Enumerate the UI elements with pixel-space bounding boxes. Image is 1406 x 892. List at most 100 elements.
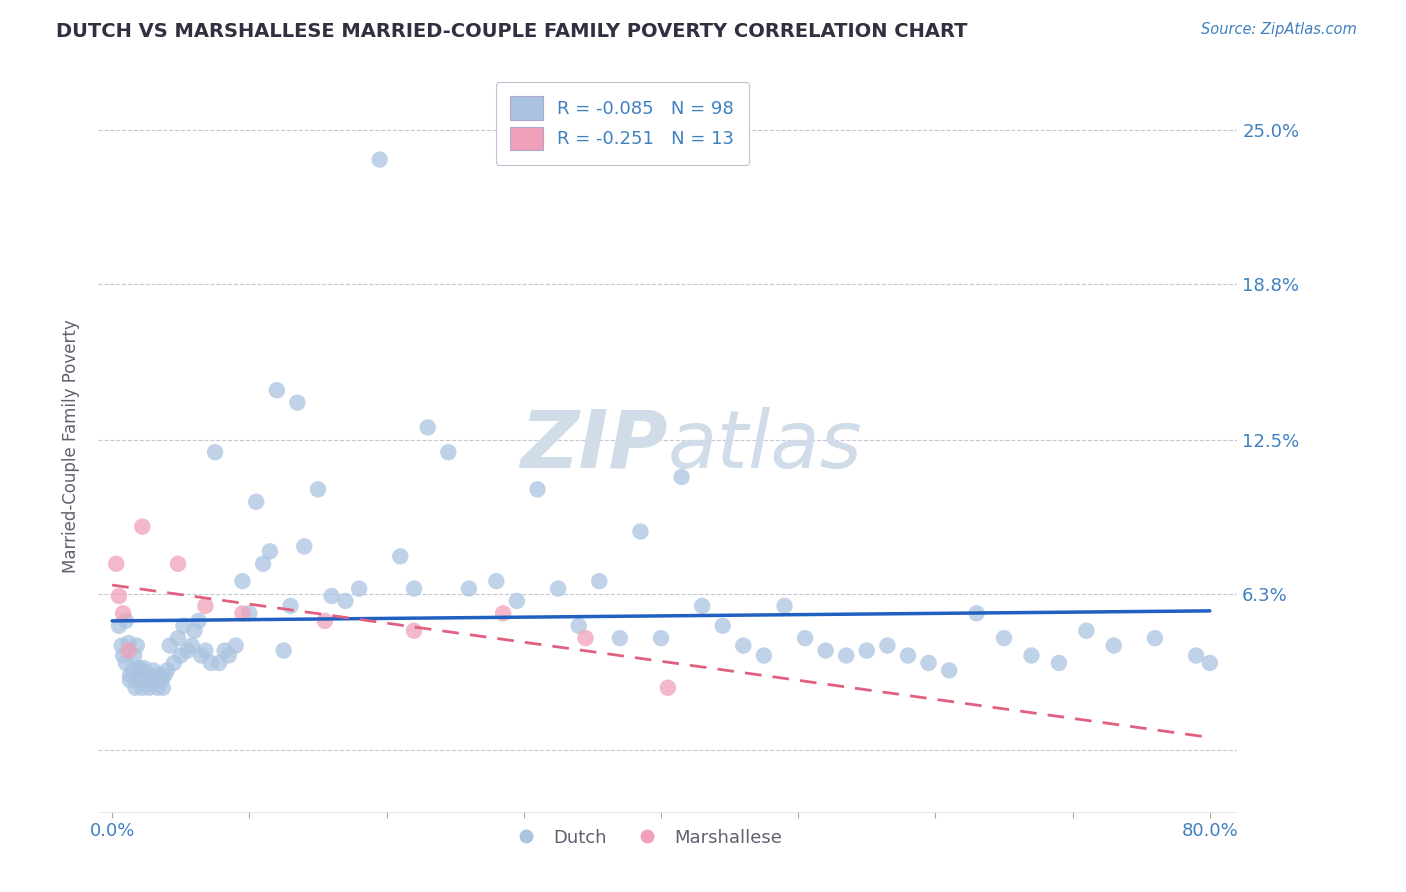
Point xyxy=(214,643,236,657)
Point xyxy=(966,607,988,621)
Point xyxy=(492,607,515,621)
Point xyxy=(105,557,128,571)
Point xyxy=(1076,624,1098,638)
Point xyxy=(180,639,202,653)
Point xyxy=(794,631,817,645)
Point xyxy=(115,614,138,628)
Point xyxy=(574,631,596,645)
Text: atlas: atlas xyxy=(668,407,863,485)
Point xyxy=(307,483,329,497)
Point xyxy=(118,673,141,688)
Point xyxy=(167,557,190,571)
Point xyxy=(167,631,190,645)
Point xyxy=(117,636,139,650)
Point xyxy=(124,681,146,695)
Point xyxy=(173,619,195,633)
Point xyxy=(814,643,837,657)
Point xyxy=(187,614,209,628)
Point xyxy=(856,643,879,657)
Point xyxy=(1102,639,1125,653)
Point xyxy=(1143,631,1166,645)
Point xyxy=(273,643,295,657)
Point xyxy=(238,607,260,621)
Point xyxy=(938,664,960,678)
Point xyxy=(112,607,135,621)
Point xyxy=(108,619,131,633)
Point xyxy=(153,668,176,682)
Point xyxy=(547,582,569,596)
Point xyxy=(118,668,141,682)
Point xyxy=(773,599,796,613)
Point xyxy=(131,681,153,695)
Point xyxy=(835,648,858,663)
Point xyxy=(287,395,309,409)
Point xyxy=(280,599,302,613)
Point xyxy=(1047,656,1070,670)
Point xyxy=(485,574,508,588)
Point xyxy=(506,594,529,608)
Point xyxy=(347,582,370,596)
Point xyxy=(917,656,939,670)
Point xyxy=(321,589,343,603)
Point xyxy=(145,673,167,688)
Point xyxy=(127,661,149,675)
Point xyxy=(1021,648,1043,663)
Point xyxy=(121,664,143,678)
Point xyxy=(176,643,198,657)
Point xyxy=(690,599,713,613)
Point xyxy=(1185,648,1208,663)
Point xyxy=(733,639,755,653)
Point xyxy=(752,648,775,663)
Point xyxy=(112,648,135,663)
Point xyxy=(245,495,267,509)
Point xyxy=(159,639,181,653)
Point xyxy=(152,681,174,695)
Text: DUTCH VS MARSHALLESE MARRIED-COUPLE FAMILY POVERTY CORRELATION CHART: DUTCH VS MARSHALLESE MARRIED-COUPLE FAMI… xyxy=(56,22,967,41)
Point xyxy=(671,470,693,484)
Point xyxy=(115,656,138,670)
Point xyxy=(139,668,162,682)
Point xyxy=(292,540,315,554)
Point xyxy=(657,681,679,695)
Point xyxy=(368,153,391,167)
Point xyxy=(588,574,610,588)
Point xyxy=(194,599,217,613)
Point xyxy=(218,648,240,663)
Point xyxy=(609,631,631,645)
Point xyxy=(204,445,226,459)
Point xyxy=(117,643,139,657)
Point xyxy=(194,643,217,657)
Point xyxy=(163,656,186,670)
Point xyxy=(389,549,412,564)
Point xyxy=(416,420,439,434)
Point xyxy=(138,681,160,695)
Point xyxy=(132,661,155,675)
Point xyxy=(122,648,145,663)
Point xyxy=(208,656,231,670)
Point xyxy=(259,544,281,558)
Point xyxy=(148,668,170,682)
Point xyxy=(170,648,193,663)
Point xyxy=(314,614,336,628)
Point xyxy=(402,624,425,638)
Point xyxy=(135,668,157,682)
Point xyxy=(231,574,253,588)
Text: ZIP: ZIP xyxy=(520,407,668,485)
Text: Source: ZipAtlas.com: Source: ZipAtlas.com xyxy=(1201,22,1357,37)
Point xyxy=(108,589,131,603)
Point xyxy=(142,664,165,678)
Point xyxy=(131,519,153,533)
Y-axis label: Married-Couple Family Poverty: Married-Couple Family Poverty xyxy=(62,319,80,573)
Point xyxy=(200,656,222,670)
Point xyxy=(129,664,152,678)
Point xyxy=(628,524,651,539)
Point xyxy=(128,673,150,688)
Point xyxy=(125,639,148,653)
Point xyxy=(136,673,159,688)
Point xyxy=(457,582,479,596)
Point xyxy=(1198,656,1220,670)
Point xyxy=(437,445,460,459)
Point xyxy=(231,607,253,621)
Point xyxy=(266,383,288,397)
Point xyxy=(897,648,920,663)
